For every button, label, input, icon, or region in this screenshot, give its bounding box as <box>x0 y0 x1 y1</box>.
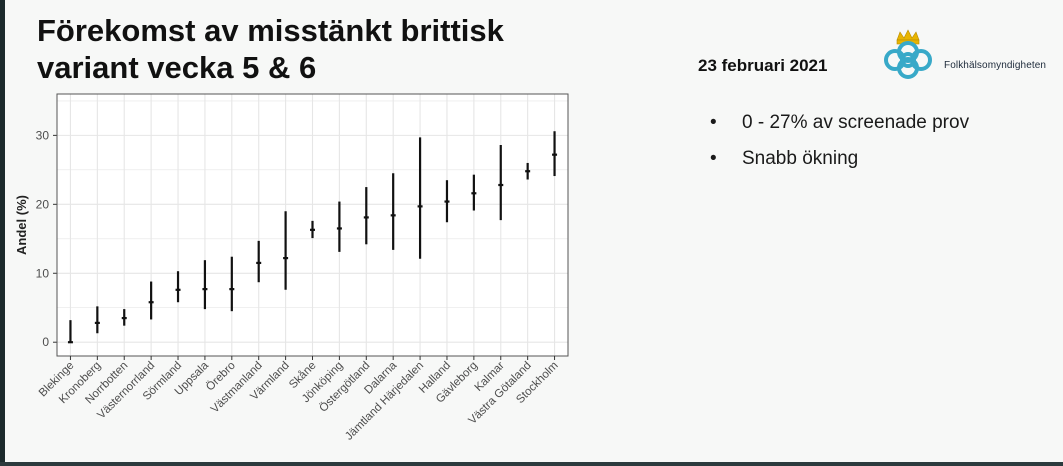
bullet-dot: • <box>710 112 717 133</box>
y-tick-label: 30 <box>36 128 50 142</box>
bullet-item: • Snabb ökning <box>710 148 969 176</box>
slide-date: 23 februari 2021 <box>698 56 828 75</box>
errorbar-chart: 0102030BlekingeKronobergNorrbottenVäster… <box>14 93 569 443</box>
bullet-dot: • <box>710 148 717 169</box>
crown-rings-logo-icon <box>884 29 932 79</box>
window-left-edge <box>0 0 5 466</box>
bullet-item: • 0 - 27% av screenade prov <box>710 112 969 140</box>
y-tick-label: 0 <box>42 335 49 349</box>
bullet-text: 0 - 27% av screenade prov <box>742 112 970 133</box>
logo-text: Folkhälsomyndigheten <box>944 60 1047 71</box>
slide-title-line-2: variant vecka 5 & 6 <box>37 50 317 85</box>
y-tick-label: 20 <box>36 197 50 211</box>
window-bottom-edge <box>0 462 1063 466</box>
y-axis-label: Andel (%) <box>14 195 29 255</box>
slide-title: Förekomst av misstänkt brittisk variant … <box>37 12 637 86</box>
bullet-text: Snabb ökning <box>742 148 859 169</box>
slide-title-line-1: Förekomst av misstänkt brittisk <box>37 13 504 48</box>
y-tick-label: 10 <box>36 266 50 280</box>
bullet-list: • 0 - 27% av screenade prov • Snabb ökni… <box>710 112 969 184</box>
